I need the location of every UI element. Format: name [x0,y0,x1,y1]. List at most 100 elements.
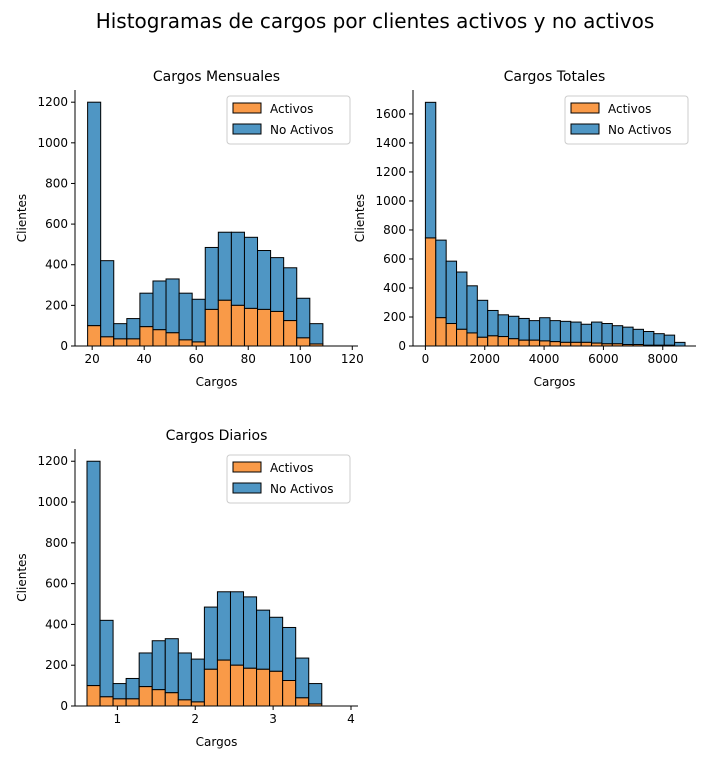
bar-no-activos [113,323,128,340]
bar-no-activos [86,460,101,687]
bar-no-activos [138,652,153,688]
y-tick-label: 800 [45,536,68,550]
bar-activos [270,310,285,347]
legend-label: Activos [270,461,313,475]
bar-no-activos [476,299,489,338]
bar-no-activos [87,101,102,327]
bar-no-activos [243,236,259,309]
y-tick-label: 1600 [375,107,406,121]
bar-activos [456,328,468,347]
bar-activos [204,308,219,347]
bar-no-activos [203,606,218,670]
subplot-title: Cargos Totales [504,69,606,85]
x-tick-label: 20 [85,352,100,366]
bar-no-activos [424,101,437,239]
bar-no-activos [456,271,468,330]
legend-swatch-activos [232,461,262,473]
x-tick-label: 8000 [647,352,678,366]
bar-no-activos [580,323,593,343]
bar-no-activos [243,596,258,669]
bar-activos [282,680,297,707]
bar-activos [497,336,509,347]
bar-activos [283,320,298,347]
bar-no-activos [270,257,285,312]
bar-no-activos [177,652,192,701]
bar-no-activos [632,328,644,346]
y-tick-label: 1200 [37,95,68,109]
bar-no-activos [295,657,310,699]
y-tick-label: 600 [45,577,68,591]
bar-activos [295,697,310,707]
bar-no-activos [99,619,114,698]
bar-activos [126,338,141,347]
bar-no-activos [308,683,323,705]
bar-activos [229,664,245,707]
bar-no-activos [528,320,541,341]
bar-activos [86,685,101,707]
y-tick-label: 1400 [375,136,406,150]
bar-activos [518,339,530,347]
bar-activos [243,667,258,707]
subplot-title: Cargos Diarios [166,428,268,444]
bar-activos [559,341,572,347]
bar-activos [99,696,114,707]
bar-no-activos [282,626,297,682]
x-tick-label: 80 [241,352,256,366]
x-tick-label: 0 [422,352,430,366]
bar-activos [424,237,437,347]
y-tick-label: 1200 [37,454,68,468]
subplot-2: Cargos Totales 0 2000 4000 6000 8000 0 200 400 60… [353,69,696,389]
legend-label: No Activos [270,123,333,137]
bar-no-activos [151,640,166,691]
x-tick-label: 1 [114,712,122,726]
y-tick-label: 400 [45,617,68,631]
x-tick-label: 3 [269,712,277,726]
bar-no-activos [256,609,271,670]
bar-activos [476,336,489,347]
subplot-title: Cargos Mensuales [153,69,280,85]
y-tick-label: 600 [383,252,406,266]
bar-activos [165,332,180,347]
bar-activos [549,341,561,347]
x-tick-label: 2 [191,712,199,726]
bar-activos [257,308,272,347]
bar-activos [487,335,499,347]
y-axis-label: Clientes [15,553,29,601]
legend-swatch-activos [570,102,600,114]
bar-no-activos [100,260,115,338]
bar-no-activos [152,280,167,331]
legend: Activos No Activos [226,454,351,504]
bar-no-activos [507,315,520,340]
bar-no-activos [445,260,458,325]
bar-activos [269,670,284,707]
bar-activos [178,339,193,347]
legend-label: Activos [608,102,651,116]
bar-activos [217,299,232,347]
y-tick-label: 400 [383,281,406,295]
bar-no-activos [125,677,140,700]
bar-no-activos [296,297,311,339]
bar-no-activos [549,320,561,343]
bar-no-activos [497,314,509,338]
figure-title: Histogramas de cargos por clientes activ… [96,9,655,33]
bar-activos [528,339,541,347]
y-tick-label: 200 [45,298,68,312]
bar-activos [177,699,192,707]
legend-label: No Activos [270,482,333,496]
bar-activos [216,659,231,707]
bar-no-activos [518,317,530,341]
bar-no-activos [283,267,298,322]
bar-no-activos [309,323,324,345]
legend-label: No Activos [608,123,671,137]
bar-activos [203,668,218,707]
x-tick-label: 4000 [529,352,560,366]
bar-no-activos [230,231,245,306]
bar-activos [539,340,551,347]
y-tick-label: 1000 [37,136,68,150]
y-axis-label: Clientes [15,194,29,242]
bar-activos [296,337,311,347]
x-tick-label: 2000 [469,352,500,366]
bar-activos [151,689,166,707]
bar-no-activos [653,333,665,346]
